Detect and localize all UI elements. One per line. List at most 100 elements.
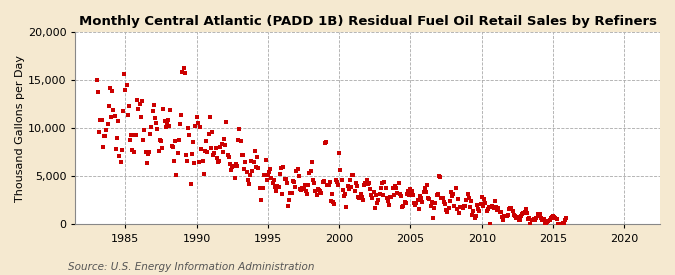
Point — [371, 193, 381, 197]
Point — [238, 153, 248, 158]
Point — [431, 193, 442, 197]
Point — [190, 124, 201, 128]
Point — [99, 133, 109, 138]
Point — [242, 177, 253, 182]
Point — [550, 216, 561, 220]
Text: Source: U.S. Energy Information Administration: Source: U.S. Energy Information Administ… — [68, 262, 314, 272]
Point — [347, 172, 358, 177]
Point — [493, 205, 504, 210]
Point — [306, 160, 317, 164]
Point — [360, 181, 371, 185]
Point — [472, 207, 483, 212]
Point — [499, 214, 510, 218]
Point — [313, 186, 323, 191]
Point — [273, 185, 284, 189]
Point — [398, 204, 409, 208]
Point — [311, 193, 322, 197]
Point — [211, 156, 222, 160]
Point — [230, 176, 240, 181]
Point — [522, 217, 533, 222]
Point — [124, 104, 134, 108]
Point — [333, 183, 344, 187]
Point — [310, 188, 321, 193]
Point — [177, 70, 188, 75]
Point — [230, 162, 241, 167]
Point — [127, 148, 138, 152]
Point — [303, 183, 314, 187]
Point — [458, 206, 468, 210]
Point — [102, 122, 113, 126]
Point — [338, 188, 348, 192]
Point — [117, 109, 128, 114]
Point — [184, 132, 195, 137]
Point — [531, 216, 542, 220]
Point — [94, 130, 105, 134]
Point — [335, 168, 346, 173]
Point — [537, 217, 548, 222]
Point — [560, 218, 570, 222]
Point — [500, 214, 511, 218]
Point — [549, 214, 560, 219]
Point — [353, 194, 364, 199]
Point — [252, 155, 263, 159]
Point — [352, 184, 362, 188]
Point — [538, 217, 549, 222]
Point — [478, 204, 489, 208]
Point — [253, 166, 264, 170]
Point — [525, 222, 536, 226]
Point — [354, 196, 364, 201]
Point — [114, 154, 125, 158]
Point — [392, 191, 403, 196]
Point — [225, 162, 236, 166]
Point — [254, 186, 265, 190]
Point — [526, 218, 537, 222]
Point — [470, 214, 481, 219]
Point — [159, 119, 170, 123]
Point — [245, 172, 256, 177]
Point — [233, 138, 244, 142]
Point — [561, 216, 572, 220]
Point — [266, 176, 277, 180]
Point — [378, 193, 389, 198]
Point — [200, 148, 211, 153]
Point — [225, 168, 236, 172]
Point — [366, 193, 377, 198]
Point — [518, 211, 529, 215]
Point — [543, 219, 554, 223]
Point — [275, 166, 286, 170]
Point — [438, 200, 449, 204]
Point — [491, 205, 502, 210]
Point — [342, 184, 353, 188]
Point — [198, 172, 209, 176]
Point — [522, 211, 533, 215]
Point — [450, 185, 461, 190]
Point — [227, 165, 238, 170]
Point — [417, 199, 428, 204]
Point — [216, 142, 227, 146]
Point — [364, 181, 375, 185]
Y-axis label: Thousand Gallons per Day: Thousand Gallons per Day — [15, 55, 25, 202]
Point — [421, 190, 431, 194]
Point — [422, 183, 433, 187]
Point — [317, 180, 328, 184]
Point — [289, 180, 300, 185]
Point — [284, 197, 295, 202]
Point — [527, 218, 538, 222]
Point — [402, 191, 412, 196]
Point — [497, 218, 508, 222]
Point — [122, 113, 133, 117]
Point — [205, 114, 215, 119]
Point — [430, 200, 441, 205]
Point — [349, 189, 360, 193]
Point — [309, 181, 320, 185]
Point — [150, 116, 161, 120]
Point — [290, 185, 300, 189]
Point — [240, 159, 250, 164]
Point — [200, 139, 211, 143]
Point — [300, 188, 311, 193]
Point — [372, 200, 383, 205]
Point — [164, 124, 175, 128]
Point — [456, 204, 467, 209]
Point — [194, 160, 205, 164]
Point — [388, 192, 399, 197]
